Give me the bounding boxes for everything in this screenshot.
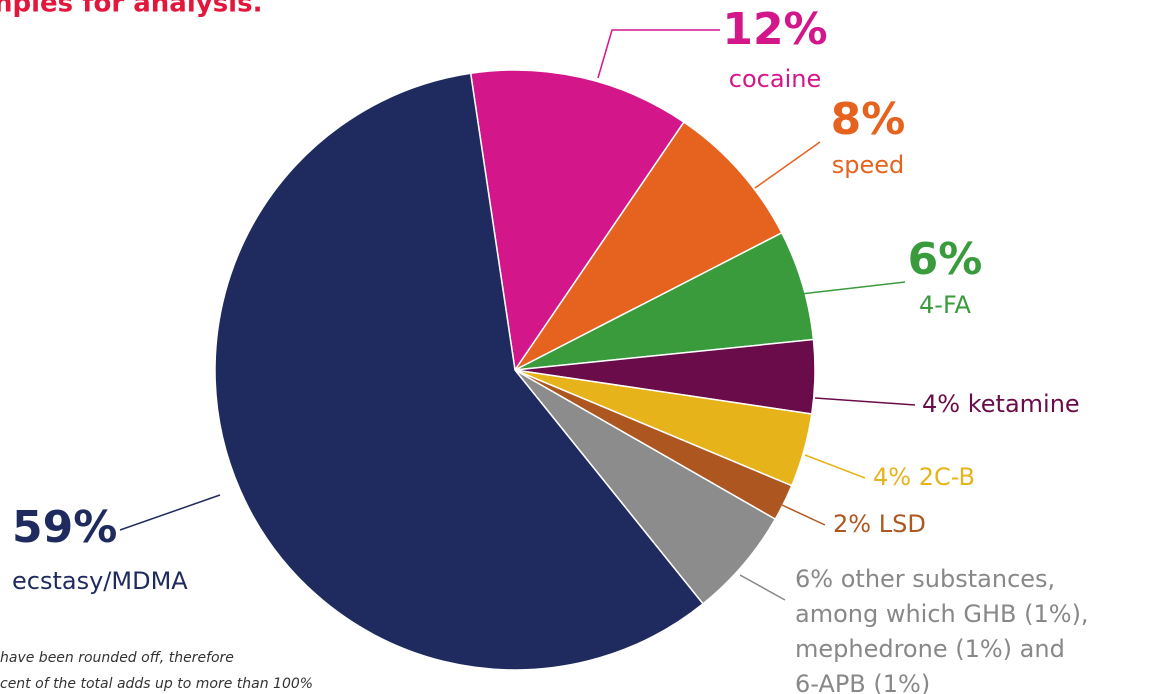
category-label: 4-FA: [919, 291, 972, 319]
category-label: ketamine: [968, 390, 1080, 418]
category-label: 2C-B: [919, 463, 975, 491]
leader-line: [804, 454, 866, 479]
slice-label: 4% 2C-B: [873, 463, 975, 491]
value-label: 6%: [908, 234, 983, 285]
pie-slice: [469, 69, 685, 373]
category-note: among which GHB (1%),: [795, 600, 1089, 628]
slice-label: 6% other substances,: [795, 565, 1055, 593]
category-label: speed: [832, 151, 905, 179]
leader-line: [781, 504, 826, 526]
footnote: have been rounded off, therefore: [0, 650, 234, 666]
pie-slice: [514, 121, 783, 371]
category-label: cocaine: [729, 65, 821, 93]
value-label: 4%: [873, 463, 911, 491]
pie-slice: [214, 72, 705, 671]
leader-line: [597, 29, 720, 79]
category-note: 6-APB (1%): [795, 670, 930, 694]
footnote: cent of the total adds up to more than 1…: [0, 676, 313, 692]
value-label: 2%: [833, 510, 871, 538]
chart-title: nples for analysis.: [0, 0, 262, 19]
category-label: LSD: [879, 510, 926, 538]
value-label: 4%: [922, 390, 960, 418]
leader-line: [739, 574, 786, 601]
slice-label: 2% LSD: [833, 510, 926, 538]
category-label: other substances,: [841, 565, 1055, 593]
slice-label: 4% ketamine: [922, 390, 1080, 418]
value-label: 8%: [831, 94, 906, 145]
leader-line: [814, 397, 916, 406]
leader-line: [791, 281, 906, 296]
category-label: ecstasy/MDMA: [12, 567, 188, 595]
value-label: 6%: [795, 565, 833, 593]
leader-line: [119, 494, 221, 531]
leader-line: [754, 141, 821, 189]
category-note: mephedrone (1%) and: [795, 635, 1065, 663]
value-label: 59%: [12, 502, 117, 553]
value-label: 12%: [722, 4, 827, 55]
